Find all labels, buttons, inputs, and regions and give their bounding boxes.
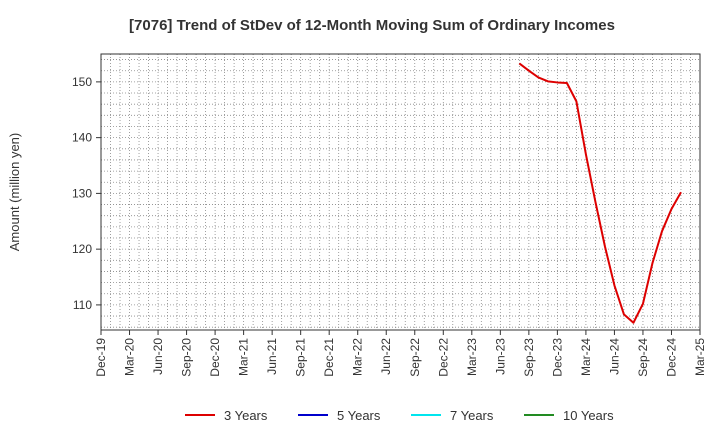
y-tick-label: 140 bbox=[72, 131, 92, 145]
x-tick-label: Jun-20 bbox=[151, 338, 165, 375]
series-layer bbox=[518, 62, 682, 324]
plot-area bbox=[101, 54, 700, 330]
x-tick-label: Mar-24 bbox=[579, 338, 593, 376]
plot-frame bbox=[100, 53, 701, 331]
x-tick-label: Sep-21 bbox=[294, 338, 308, 377]
y-axis-ticks: 110 120 130 140 150 bbox=[72, 75, 101, 312]
x-tick-label: Sep-23 bbox=[522, 338, 536, 377]
x-tick-label: Dec-24 bbox=[664, 338, 678, 377]
x-tick-label: Mar-21 bbox=[237, 338, 251, 376]
legend-label-10-years: 10 Years bbox=[563, 408, 614, 423]
x-tick-label: Jun-21 bbox=[265, 338, 279, 375]
x-tick-label: Jun-23 bbox=[493, 338, 507, 375]
x-tick-label: Mar-22 bbox=[351, 338, 365, 376]
x-axis-ticks: Dec-19 Mar-20 Jun-20 Sep-20 Dec-20 Mar-21 Jun-… bbox=[94, 330, 707, 377]
y-tick-label: 120 bbox=[72, 242, 92, 256]
x-tick-label: Dec-22 bbox=[436, 338, 450, 377]
x-tick-label: Jun-22 bbox=[379, 338, 393, 375]
y-tick-label: 130 bbox=[72, 186, 92, 200]
x-tick-label: Sep-20 bbox=[180, 338, 194, 377]
x-tick-label: Dec-20 bbox=[208, 338, 222, 377]
x-tick-label: Dec-21 bbox=[322, 338, 336, 377]
legend-label-3-years: 3 Years bbox=[224, 408, 268, 423]
series-line-3-years bbox=[518, 62, 682, 324]
legend-label-5-years: 5 Years bbox=[337, 408, 381, 423]
legend-label-7-years: 7 Years bbox=[450, 408, 494, 423]
y-axis-label: Amount (million yen) bbox=[7, 133, 22, 252]
grid bbox=[101, 54, 700, 330]
x-tick-label: Mar-20 bbox=[123, 338, 137, 376]
x-tick-label: Jun-24 bbox=[607, 338, 621, 375]
x-tick-label: Dec-19 bbox=[94, 338, 108, 377]
x-tick-label: Sep-22 bbox=[408, 338, 422, 377]
chart-title: [7076] Trend of StDev of 12-Month Moving… bbox=[129, 17, 615, 34]
x-tick-label: Sep-24 bbox=[636, 338, 650, 377]
y-tick-label: 110 bbox=[73, 298, 92, 312]
x-tick-label: Mar-25 bbox=[693, 338, 707, 376]
x-tick-label: Mar-23 bbox=[465, 338, 479, 376]
y-tick-label: 150 bbox=[72, 75, 92, 89]
legend: 3 Years 5 Years 7 Years 10 Years bbox=[185, 408, 614, 423]
x-tick-label: Dec-23 bbox=[550, 338, 564, 377]
